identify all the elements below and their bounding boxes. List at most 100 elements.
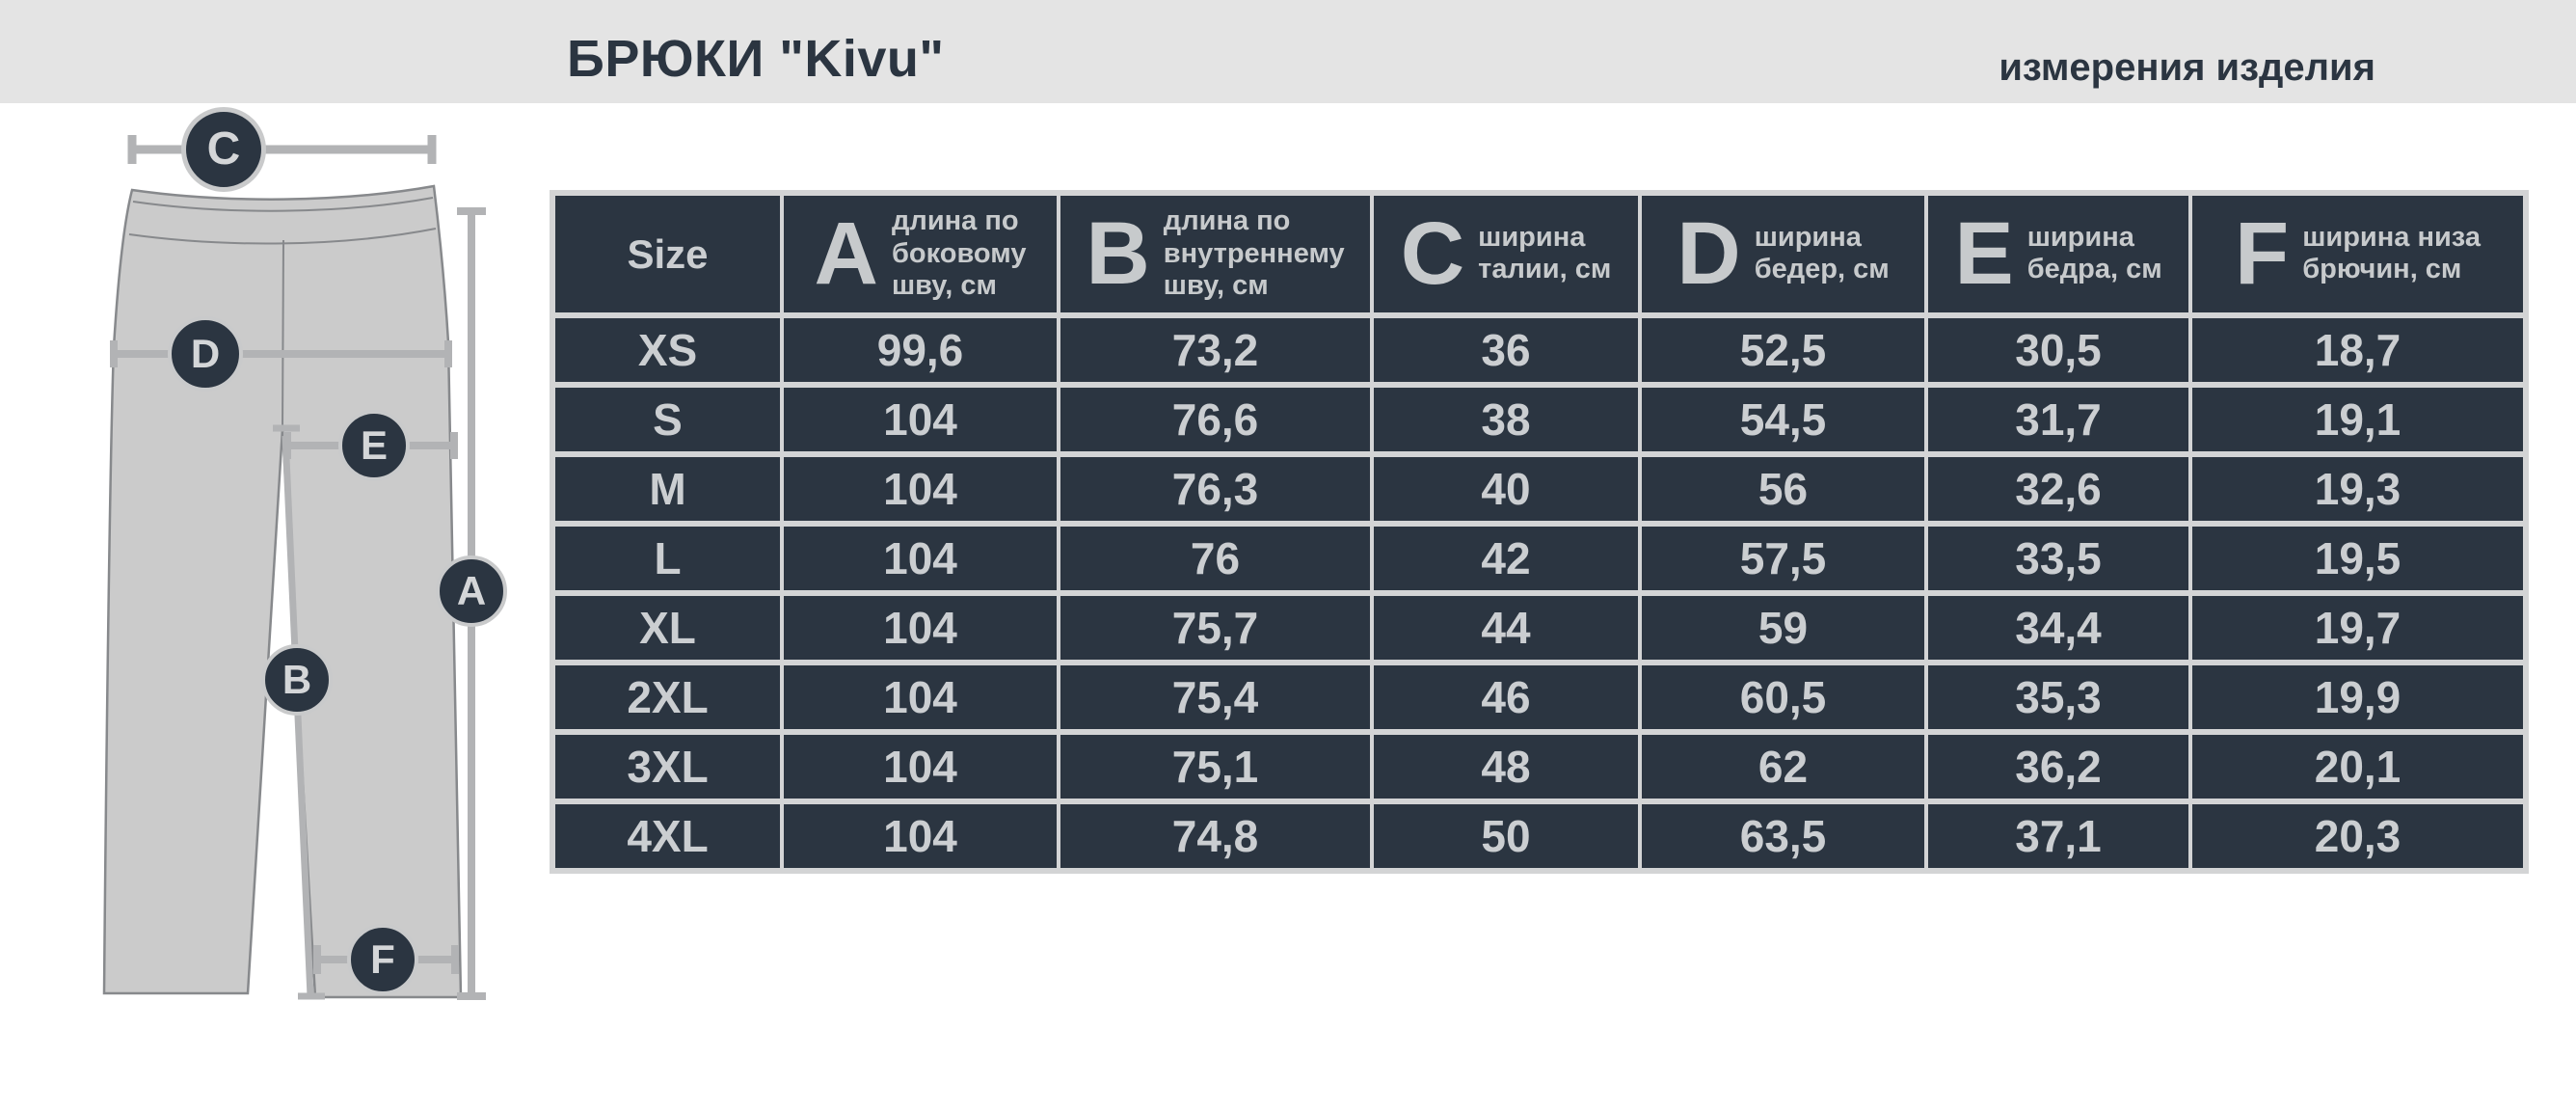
value-cell: 44 <box>1370 590 1642 665</box>
value-cell: 76 <box>1057 521 1374 596</box>
measure-line-b <box>282 435 314 997</box>
diagram-marker-c: C <box>181 107 266 192</box>
value-cell: 19,1 <box>2188 382 2528 457</box>
value-cell: 62 <box>1638 729 1928 804</box>
size-table-body: XS 99,6 73,2 36 52,5 30,5 18,7 S 104 76,… <box>550 312 2528 874</box>
measure-tick-f <box>313 945 459 974</box>
value-cell: 104 <box>780 521 1060 596</box>
column-letter: D <box>1677 204 1741 304</box>
marker-letter: C <box>206 123 241 175</box>
table-row: XL 104 75,7 44 59 34,4 19,7 <box>550 590 2528 665</box>
value-cell: 42 <box>1370 521 1642 596</box>
value-cell: 31,7 <box>1924 382 2192 457</box>
column-header-b: B длина по внутреннему шву, см <box>1057 190 1374 318</box>
size-cell: XL <box>550 590 784 665</box>
value-cell: 99,6 <box>780 312 1060 388</box>
value-cell: 75,1 <box>1057 729 1374 804</box>
size-cell: S <box>550 382 784 457</box>
measure-tick-a <box>457 207 486 1000</box>
column-letter: B <box>1086 204 1150 304</box>
column-label: ширина бедер, см <box>1754 222 1890 285</box>
size-table: Size A длина по боковому шву, см B длина… <box>550 190 2529 874</box>
value-cell: 20,1 <box>2188 729 2528 804</box>
value-cell: 40 <box>1370 451 1642 527</box>
value-cell: 20,3 <box>2188 799 2528 874</box>
table-row: 3XL 104 75,1 48 62 36,2 20,1 <box>550 729 2528 804</box>
value-cell: 19,5 <box>2188 521 2528 596</box>
size-cell: M <box>550 451 784 527</box>
value-cell: 54,5 <box>1638 382 1928 457</box>
value-cell: 56 <box>1638 451 1928 527</box>
size-cell: 3XL <box>550 729 784 804</box>
value-cell: 35,3 <box>1924 660 2192 735</box>
value-cell: 37,1 <box>1924 799 2192 874</box>
column-header-e: E ширина бедра, см <box>1924 190 2192 318</box>
value-cell: 19,3 <box>2188 451 2528 527</box>
value-cell: 38 <box>1370 382 1642 457</box>
measure-tick-c <box>127 135 437 164</box>
value-cell: 57,5 <box>1638 521 1928 596</box>
column-letter: F <box>2235 204 2290 304</box>
table-row: L 104 76 42 57,5 33,5 19,5 <box>550 521 2528 596</box>
table-row: 4XL 104 74,8 50 63,5 37,1 20,3 <box>550 799 2528 874</box>
value-cell: 30,5 <box>1924 312 2192 388</box>
size-cell: 2XL <box>550 660 784 735</box>
value-cell: 104 <box>780 451 1060 527</box>
column-header-f: F ширина низа брючин, см <box>2188 190 2528 318</box>
column-letter: A <box>814 204 878 304</box>
diagram-marker-a: A <box>436 555 507 627</box>
value-cell: 60,5 <box>1638 660 1928 735</box>
column-label: ширина низа брючин, см <box>2302 222 2481 285</box>
value-cell: 18,7 <box>2188 312 2528 388</box>
table-header-row: Size A длина по боковому шву, см B длина… <box>550 190 2528 318</box>
size-cell: 4XL <box>550 799 784 874</box>
table-row: M 104 76,3 40 56 32,6 19,3 <box>550 451 2528 527</box>
value-cell: 75,7 <box>1057 590 1374 665</box>
size-cell: L <box>550 521 784 596</box>
value-cell: 104 <box>780 799 1060 874</box>
table-row: XS 99,6 73,2 36 52,5 30,5 18,7 <box>550 312 2528 388</box>
value-cell: 76,3 <box>1057 451 1374 527</box>
value-cell: 33,5 <box>1924 521 2192 596</box>
column-header-a: A длина по боковому шву, см <box>780 190 1060 318</box>
marker-letter: E <box>360 422 388 468</box>
marker-letter: D <box>190 331 221 376</box>
measurement-lines <box>110 135 486 1000</box>
value-cell: 63,5 <box>1638 799 1928 874</box>
size-table-header: Size A длина по боковому шву, см B длина… <box>550 190 2528 318</box>
size-cell: XS <box>550 312 784 388</box>
value-cell: 59 <box>1638 590 1928 665</box>
waistband-inner-line <box>132 197 434 212</box>
diagram-marker-e: E <box>338 410 410 481</box>
value-cell: 36,2 <box>1924 729 2192 804</box>
header-subtitle: измерения изделия <box>1999 46 2375 89</box>
value-cell: 52,5 <box>1638 312 1928 388</box>
value-cell: 104 <box>780 382 1060 457</box>
column-letter: E <box>1954 204 2014 304</box>
value-cell: 50 <box>1370 799 1642 874</box>
value-cell: 19,9 <box>2188 660 2528 735</box>
diagram-marker-d: D <box>168 316 243 392</box>
value-cell: 75,4 <box>1057 660 1374 735</box>
measure-tick-b <box>273 424 325 1000</box>
measure-tick-d <box>110 340 452 367</box>
page-title: БРЮКИ "Kivu" <box>567 30 945 88</box>
column-label: длина по внутреннему шву, см <box>1163 205 1345 302</box>
table-row: 2XL 104 75,4 46 60,5 35,3 19,9 <box>550 660 2528 735</box>
column-label: ширина талии, см <box>1478 222 1612 285</box>
table-row: S 104 76,6 38 54,5 31,7 19,1 <box>550 382 2528 457</box>
value-cell: 46 <box>1370 660 1642 735</box>
value-cell: 48 <box>1370 729 1642 804</box>
column-header-d: D ширина бедер, см <box>1638 190 1928 318</box>
column-label: ширина бедра, см <box>2026 222 2162 285</box>
value-cell: 104 <box>780 590 1060 665</box>
value-cell: 32,6 <box>1924 451 2192 527</box>
marker-letter: B <box>282 657 312 702</box>
marker-letter: F <box>370 936 395 982</box>
diagram-marker-f: F <box>347 924 418 995</box>
diagram-marker-b: B <box>261 644 333 716</box>
center-front-seam <box>282 239 284 430</box>
value-cell: 34,4 <box>1924 590 2192 665</box>
column-header-c: C ширина талии, см <box>1370 190 1642 318</box>
